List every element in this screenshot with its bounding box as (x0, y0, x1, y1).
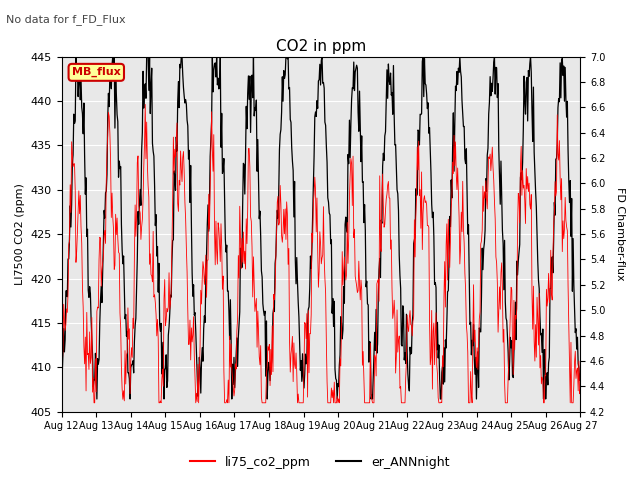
Y-axis label: FD Chamber-flux: FD Chamber-flux (615, 187, 625, 281)
Text: No data for f_FD_Flux: No data for f_FD_Flux (6, 14, 126, 25)
Y-axis label: LI7500 CO2 (ppm): LI7500 CO2 (ppm) (15, 183, 25, 285)
Text: MB_flux: MB_flux (72, 67, 121, 77)
Legend: li75_co2_ppm, er_ANNnight: li75_co2_ppm, er_ANNnight (186, 451, 454, 474)
Title: CO2 in ppm: CO2 in ppm (276, 39, 366, 54)
